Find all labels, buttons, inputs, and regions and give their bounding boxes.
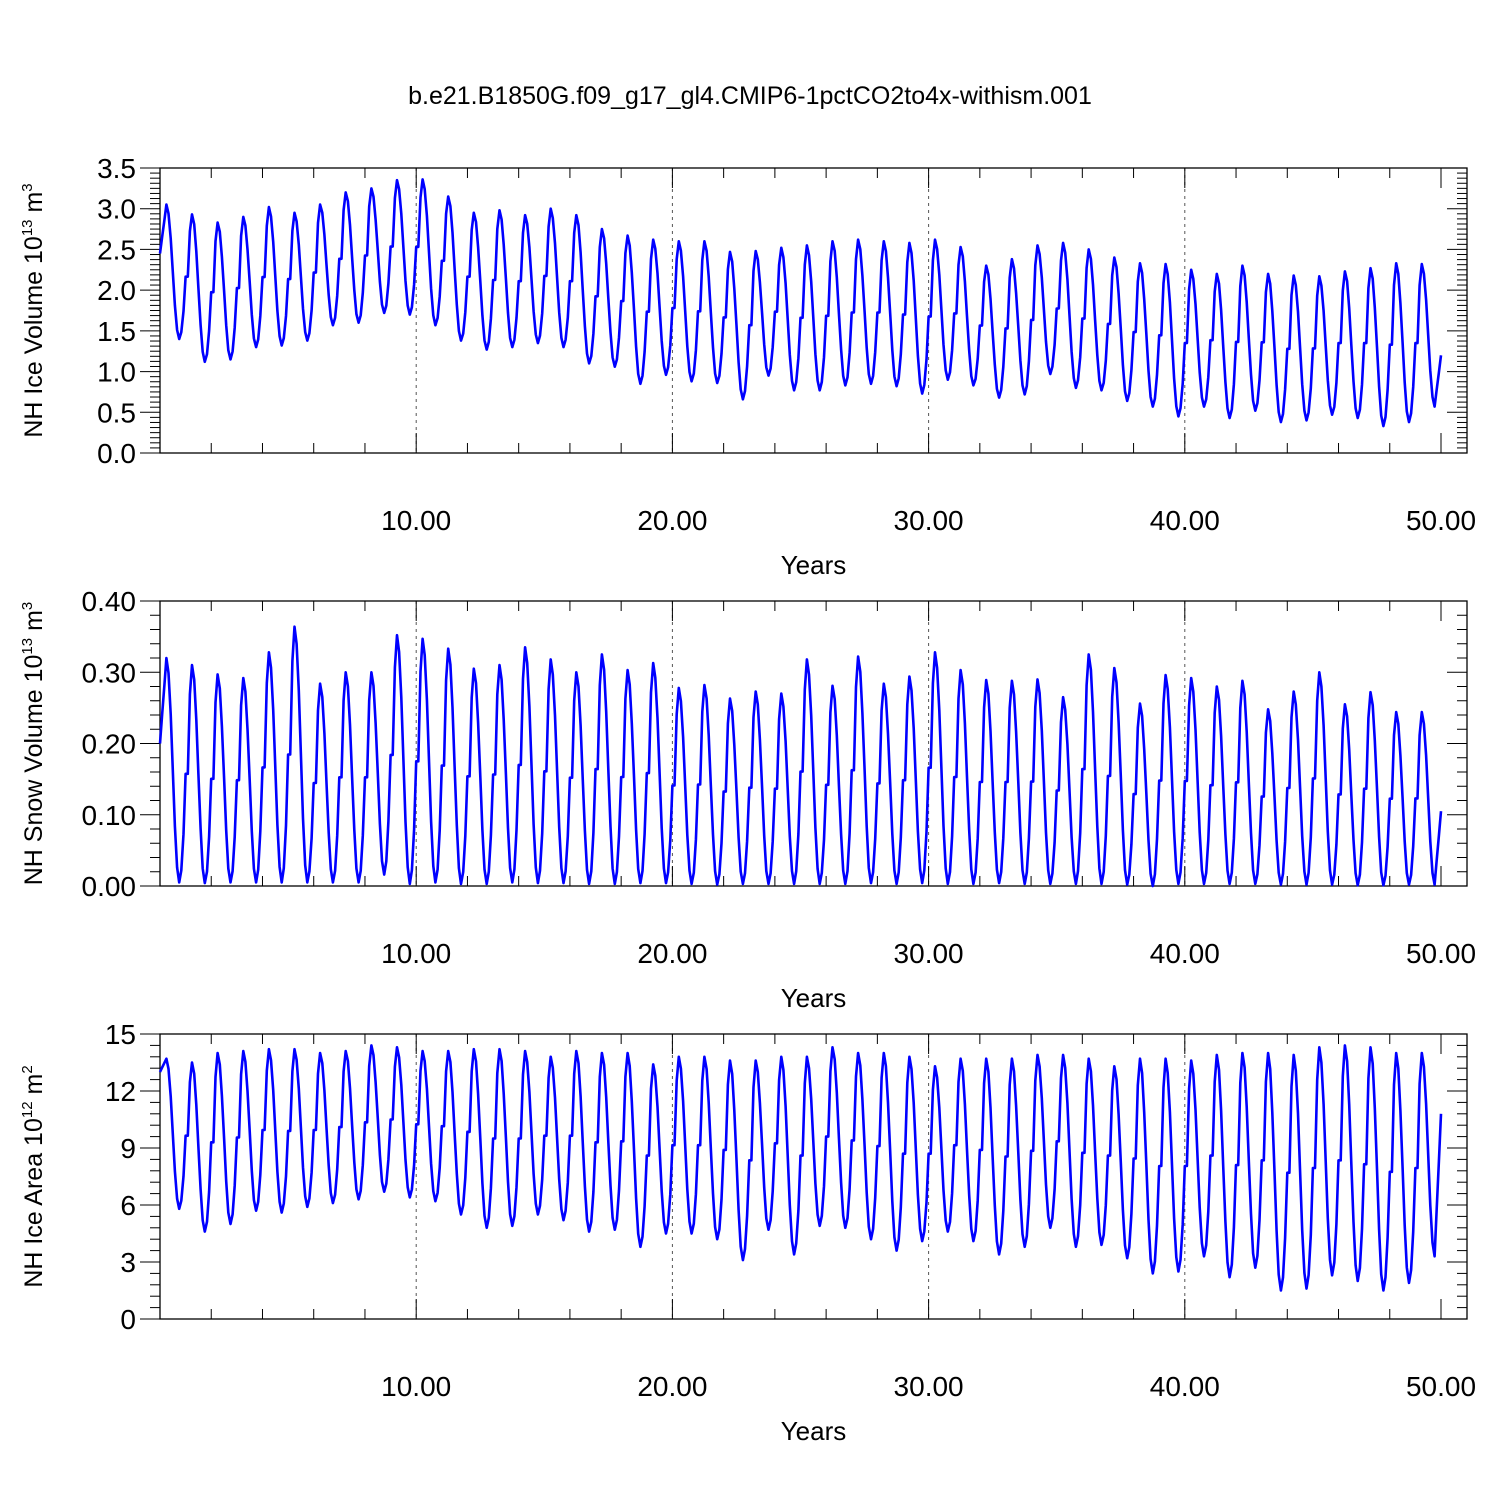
x-tick-label: 50.00 xyxy=(1406,1371,1476,1402)
series-line xyxy=(158,178,1443,428)
y-tick-label: 9 xyxy=(120,1133,136,1164)
y-tick-label: 3 xyxy=(120,1247,136,1278)
y-tick-label: 2.0 xyxy=(97,275,136,306)
x-tick-label: 50.00 xyxy=(1406,938,1476,969)
y-tick-label: 3.5 xyxy=(97,153,136,184)
y-tick-label: 1.5 xyxy=(97,316,136,347)
x-tick-label: 40.00 xyxy=(1150,505,1220,536)
plot-frame xyxy=(159,1033,1468,1320)
x-tick-label: 20.00 xyxy=(637,1371,707,1402)
y-tick-label: 3.0 xyxy=(97,194,136,225)
x-tick-label: 40.00 xyxy=(1150,1371,1220,1402)
panel-3: 0 3 6 9 12 15 10.00 20.00 30.00 40.00 50.00 Years NH… xyxy=(19,1019,1476,1446)
x-axis-label: Years xyxy=(781,983,847,1013)
y-tick-label: 0 xyxy=(120,1304,136,1335)
x-tick-label: 20.00 xyxy=(637,938,707,969)
x-axis-label: Years xyxy=(781,550,847,580)
y-tick-label: 0.00 xyxy=(82,871,137,902)
y-tick-label: 0.20 xyxy=(82,729,137,760)
y-tick-label: 0.10 xyxy=(82,800,137,831)
x-tick-label: 10.00 xyxy=(381,505,451,536)
x-tick-label: 10.00 xyxy=(381,938,451,969)
y-tick-label: 15 xyxy=(105,1019,136,1050)
x-tick-label: 50.00 xyxy=(1406,505,1476,536)
x-tick-label: 20.00 xyxy=(637,505,707,536)
y-axis-label: NH Ice Area 1012 m2 xyxy=(19,1065,48,1287)
x-axis-label: Years xyxy=(781,1416,847,1446)
panel-1: 0.0 0.5 1.0 1.5 2.0 2.5 3.0 3.5 10.00 20.00 30.00 4… xyxy=(19,153,1476,580)
x-tick-label: 40.00 xyxy=(1150,938,1220,969)
panel-2: 0.00 0.10 0.20 0.30 0.40 10.00 20.00 30.00 40.00… xyxy=(19,586,1476,1013)
y-tick-label: 12 xyxy=(105,1076,136,1107)
x-tick-label: 30.00 xyxy=(894,1371,964,1402)
y-tick-label: 0.30 xyxy=(82,657,137,688)
panels: 0.00.51.01.52.02.53.03.510.00 20.00 30.00 4… xyxy=(19,153,1476,1446)
y-tick-label: 0.5 xyxy=(97,397,136,428)
figure-title: b.e21.B1850G.f09_g17_gl4.CMIP6-1pctCO2to… xyxy=(408,82,1092,110)
y-tick-label: 2.5 xyxy=(97,234,136,265)
x-tick-label: 30.00 xyxy=(894,505,964,536)
y-axis-label: NH Ice Volume 1013 m3 xyxy=(19,183,48,437)
series-line xyxy=(158,625,1443,888)
y-tick-label: 0.40 xyxy=(82,586,137,617)
y-tick-label: 0.0 xyxy=(97,438,136,469)
y-axis-label: NH Snow Volume 1013 m3 xyxy=(19,602,48,886)
y-tick-label: 6 xyxy=(120,1190,136,1221)
x-tick-label: 10.00 xyxy=(381,1371,451,1402)
x-tick-label: 30.00 xyxy=(894,938,964,969)
y-tick-label: 1.0 xyxy=(97,357,136,388)
series-line xyxy=(158,1044,1443,1292)
